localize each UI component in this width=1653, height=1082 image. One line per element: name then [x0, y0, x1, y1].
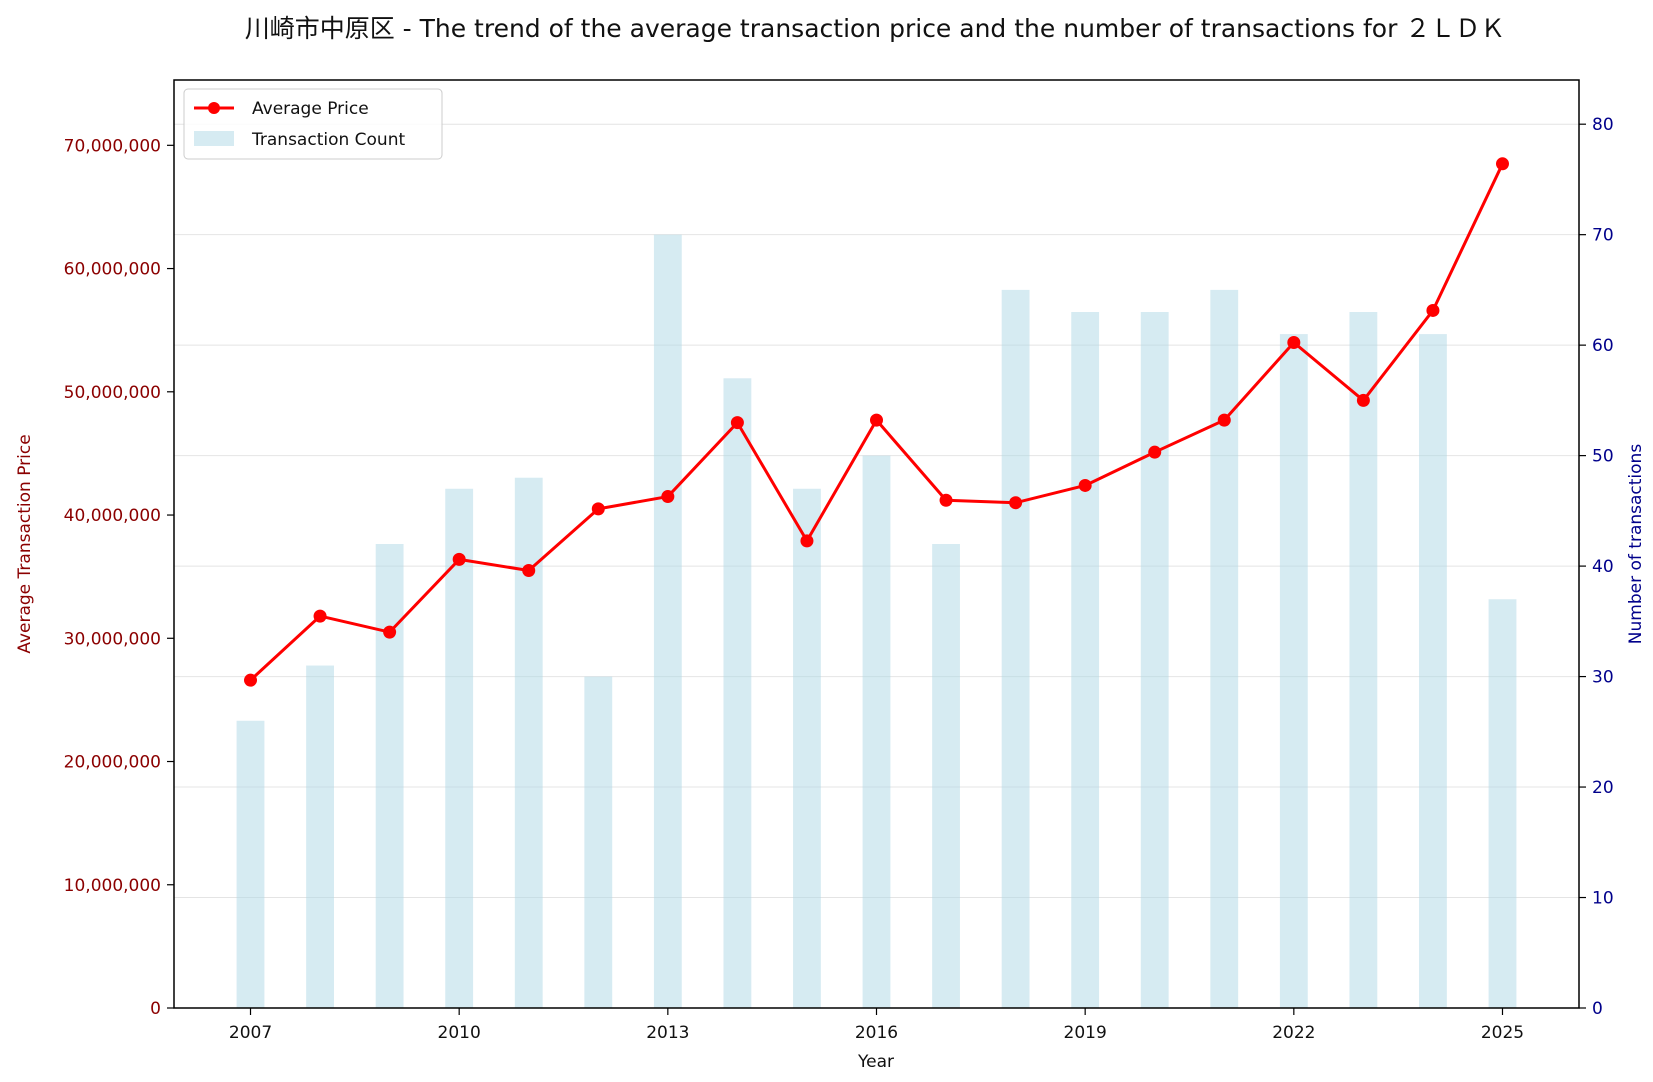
legend-label-count: Transaction Count	[251, 130, 405, 150]
right-tick-label: 0	[1592, 999, 1603, 1019]
right-axis-label: Number of transactions	[1626, 444, 1646, 645]
price-point	[1009, 496, 1023, 510]
left-tick-label: 70,000,000	[64, 136, 161, 156]
left-tick-label: 30,000,000	[64, 629, 161, 649]
count-bar	[1349, 312, 1378, 1008]
left-tick-label: 50,000,000	[64, 383, 161, 403]
price-point	[939, 493, 953, 507]
price-point	[1287, 336, 1301, 350]
price-point	[730, 416, 744, 430]
price-point	[591, 502, 605, 516]
x-axis-label: Year	[857, 1052, 894, 1072]
count-bar	[514, 477, 543, 1008]
chart-title: 川崎市中原区 - The trend of the average transa…	[245, 14, 1506, 43]
legend-label-price: Average Price	[252, 99, 369, 119]
x-tick-label: 2025	[1481, 1023, 1524, 1043]
count-bar	[445, 488, 474, 1008]
legend-bar-swatch	[194, 131, 234, 146]
count-bar	[932, 544, 960, 1008]
price-point	[1495, 157, 1509, 171]
x-tick-label: 2010	[438, 1023, 481, 1043]
right-tick-label: 20	[1592, 778, 1614, 798]
count-bar	[1071, 312, 1100, 1008]
count-bar	[1279, 334, 1308, 1009]
x-tick-label: 2019	[1064, 1023, 1107, 1043]
x-tick-label: 2016	[855, 1023, 898, 1043]
legend: Average Price Transaction Count	[183, 88, 443, 160]
right-tick-label: 80	[1592, 115, 1614, 135]
count-bar	[584, 676, 613, 1008]
price-point	[1356, 393, 1370, 407]
count-bar	[1210, 289, 1239, 1008]
right-tick-label: 40	[1592, 557, 1614, 577]
price-point	[383, 625, 397, 639]
left-tick-label: 10,000,000	[64, 876, 161, 896]
x-tick-label: 2022	[1272, 1023, 1315, 1043]
x-tick-label: 2007	[229, 1023, 272, 1043]
count-bar	[1001, 289, 1030, 1008]
price-point	[800, 534, 814, 548]
count-bar	[653, 234, 682, 1008]
price-point	[522, 563, 536, 577]
left-tick-label: 60,000,000	[64, 260, 161, 280]
count-bars	[236, 234, 1517, 1009]
price-point	[1078, 478, 1092, 492]
right-tick-label: 10	[1592, 889, 1614, 909]
price-point	[870, 413, 883, 427]
left-tick-label: 20,000,000	[64, 753, 161, 773]
legend-box	[183, 88, 443, 160]
count-bar	[1140, 312, 1169, 1008]
count-bar	[375, 544, 404, 1008]
count-bar	[793, 488, 821, 1008]
right-tick-label: 50	[1592, 447, 1614, 467]
right-axis-ticks: 0 10 20 30 40 50 60 70 80	[1579, 115, 1614, 1019]
x-axis-ticks: 2007 2010 2013 2016 2019 2022 2025	[229, 1008, 1524, 1043]
count-bar	[236, 720, 265, 1008]
count-bar	[1488, 599, 1517, 1008]
left-axis-ticks: 0 10,000,000 20,000,000 30,000,000 40,000,00…	[64, 136, 174, 1019]
count-bar	[723, 378, 752, 1008]
count-bar	[862, 455, 891, 1009]
count-bar	[306, 665, 334, 1008]
right-tick-label: 30	[1592, 668, 1614, 688]
legend-marker-swatch	[208, 102, 220, 114]
price-point	[452, 552, 466, 566]
right-tick-label: 60	[1592, 336, 1614, 356]
price-line	[244, 157, 1509, 687]
left-axis-label: Average Transaction Price	[15, 434, 35, 653]
price-point	[1217, 413, 1231, 427]
price-point	[1148, 445, 1162, 459]
left-tick-label: 40,000,000	[64, 506, 161, 526]
price-point	[313, 609, 327, 623]
x-tick-label: 2013	[646, 1023, 689, 1043]
count-bar	[1419, 334, 1447, 1009]
price-point	[661, 490, 675, 504]
price-point	[1426, 303, 1440, 317]
left-tick-label: 0	[150, 999, 161, 1019]
right-tick-label: 70	[1592, 226, 1614, 246]
price-point	[244, 673, 258, 687]
